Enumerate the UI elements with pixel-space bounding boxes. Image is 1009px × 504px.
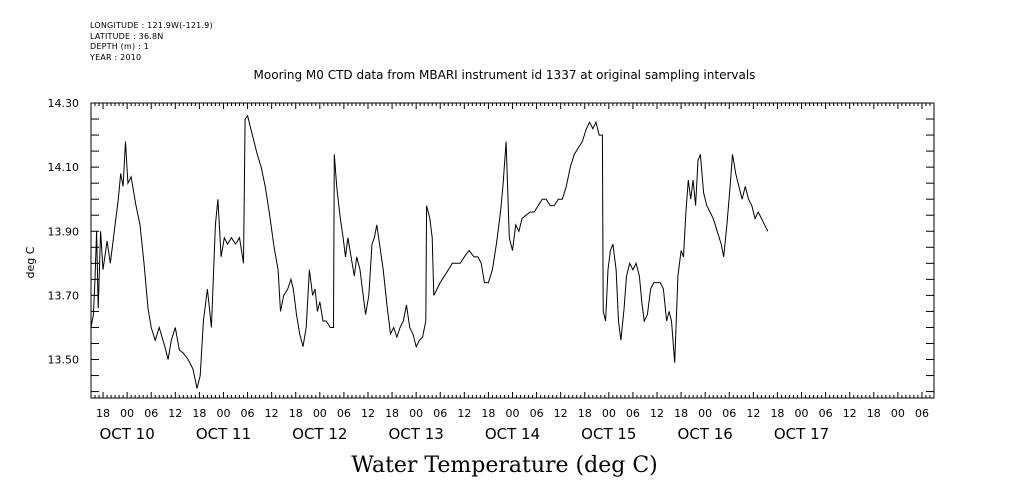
x-tick-label: 06 — [433, 407, 447, 420]
y-tick-label: 14.10 — [48, 161, 80, 174]
x-tick-label: 06 — [241, 407, 255, 420]
x-tick-label: 00 — [602, 407, 616, 420]
x-day-label: OCT 12 — [292, 425, 347, 443]
y-tick-label: 13.70 — [48, 289, 80, 302]
x-tick-label: 00 — [795, 407, 809, 420]
x-tick-labels: 18 00 06 12 18 00 06 12 18 00 06 12 18 00 06 12 18 00 06 12… — [96, 407, 929, 420]
x-tick-label: 06 — [337, 407, 351, 420]
x-tick-label: 12 — [361, 407, 375, 420]
metadata-block: LONGITUDE : 121.9W(-121.9) LATITUDE : 36… — [90, 21, 213, 63]
longitude-text: LONGITUDE : 121.9W(-121.9) — [90, 21, 213, 30]
x-tick-label: 06 — [722, 407, 736, 420]
x-tick-label: 18 — [481, 407, 495, 420]
axis-ticks — [90, 102, 935, 398]
x-tick-label: 06 — [144, 407, 158, 420]
x-tick-label: 00 — [506, 407, 520, 420]
x-tick-label: 12 — [265, 407, 279, 420]
x-axis-label: Water Temperature (deg C) — [351, 453, 658, 478]
depth-text: DEPTH (m) : 1 — [90, 42, 149, 51]
x-tick-label: 18 — [289, 407, 303, 420]
x-tick-label: 12 — [650, 407, 664, 420]
x-day-label: OCT 16 — [678, 425, 733, 443]
x-tick-label: 06 — [915, 407, 929, 420]
x-tick-label: 12 — [554, 407, 568, 420]
x-day-label: OCT 15 — [581, 425, 636, 443]
x-tick-label: 00 — [120, 407, 134, 420]
x-tick-label: 00 — [409, 407, 423, 420]
x-tick-label: 12 — [457, 407, 471, 420]
x-day-label: OCT 10 — [99, 425, 154, 443]
x-tick-label: 00 — [313, 407, 327, 420]
x-tick-label: 18 — [578, 407, 592, 420]
x-day-label: OCT 11 — [196, 425, 251, 443]
x-tick-label: 00 — [891, 407, 905, 420]
temperature-chart: 13.50 13.70 13.90 14.10 14.30 18 00 06 12 18 00 06… — [24, 97, 935, 443]
y-tick-label: 13.50 — [48, 354, 80, 367]
y-tick-labels: 13.50 13.70 13.90 14.10 14.30 — [48, 97, 80, 367]
x-tick-label: 18 — [96, 407, 110, 420]
y-tick-label: 14.30 — [48, 97, 80, 110]
x-day-label: OCT 17 — [774, 425, 829, 443]
x-tick-label: 18 — [192, 407, 206, 420]
x-tick-label: 06 — [626, 407, 640, 420]
x-tick-label: 18 — [674, 407, 688, 420]
year-text: YEAR : 2010 — [90, 52, 142, 62]
x-tick-label: 00 — [698, 407, 712, 420]
series-line — [90, 114, 769, 389]
x-day-labels: OCT 10 OCT 11 OCT 12 OCT 13 OCT 14 OCT 15 OCT … — [99, 425, 829, 443]
x-tick-label: 12 — [746, 407, 760, 420]
x-day-label: OCT 13 — [389, 425, 444, 443]
x-tick-label: 12 — [168, 407, 182, 420]
chart-title: Mooring M0 CTD data from MBARI instrumen… — [253, 68, 756, 82]
x-tick-label: 12 — [843, 407, 857, 420]
latitude-text: LATITUDE : 36.8N — [90, 31, 164, 41]
x-tick-label: 18 — [867, 407, 881, 420]
x-tick-label: 06 — [530, 407, 544, 420]
x-tick-label: 18 — [770, 407, 784, 420]
x-tick-label: 18 — [385, 407, 399, 420]
x-tick-label: 06 — [819, 407, 833, 420]
y-axis-label: deg C — [24, 246, 37, 278]
x-tick-label: 00 — [216, 407, 230, 420]
y-tick-label: 13.90 — [48, 225, 80, 238]
x-day-label: OCT 14 — [485, 425, 540, 443]
